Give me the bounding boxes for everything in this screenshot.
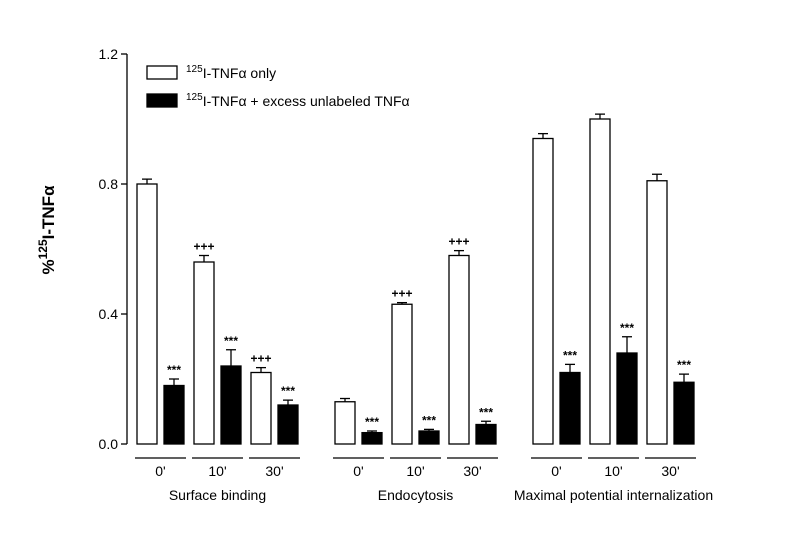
y-tick-label: 1.2 [99, 46, 119, 62]
y-tick-label: 0.8 [99, 176, 119, 192]
bar-open [193, 261, 215, 445]
legend: 125I-TNFα only 125I-TNFα + excess unlabel… [146, 64, 410, 109]
bar-open [250, 371, 272, 445]
timepoint-label: 30' [265, 463, 283, 479]
y-axis: 0.0 0.4 0.8 1.2 [99, 46, 128, 452]
bar-open [391, 303, 413, 445]
legend-swatch-open [146, 65, 178, 80]
bar-filled [673, 381, 695, 445]
bar-open [646, 180, 668, 445]
legend-swatch-filled [146, 93, 178, 108]
timepoint-label: 0' [551, 463, 561, 479]
significance-marker: +++ [448, 235, 469, 249]
bar-filled [559, 371, 581, 445]
significance-marker: *** [365, 415, 379, 429]
bar-filled [163, 384, 185, 445]
significance-marker: *** [167, 363, 181, 377]
bar-open [589, 118, 611, 445]
timepoint-label: 30' [463, 463, 481, 479]
group-label: Endocytosis [378, 487, 453, 503]
bar-open [334, 401, 356, 445]
significance-marker: *** [563, 348, 577, 362]
bar-filled [277, 404, 299, 445]
significance-marker: *** [224, 334, 238, 348]
significance-marker: +++ [193, 240, 214, 254]
significance-marker: *** [620, 321, 634, 335]
legend-entry-label: 125I-TNFα + excess unlabeled TNFα [186, 92, 410, 109]
bars: *** +++ *** +++ *** *** +++ *** +++ *** *** *** *** [136, 113, 695, 445]
timepoint-label: 30' [661, 463, 679, 479]
bar-filled [220, 365, 242, 445]
y-axis-label: %125I-TNFα [36, 185, 58, 275]
bar-open [448, 254, 470, 445]
significance-marker: +++ [391, 287, 412, 301]
bar-filled [418, 430, 440, 445]
timepoint-label: 10' [604, 463, 622, 479]
timepoint-label: 0' [353, 463, 363, 479]
significance-marker: +++ [250, 352, 271, 366]
group-label: Maximal potential internalization [514, 487, 713, 503]
legend-entry-label: 125I-TNFα only [186, 64, 276, 81]
y-tick-label: 0.0 [99, 436, 119, 452]
timepoint-label: 0' [155, 463, 165, 479]
timepoint-label: 10' [406, 463, 424, 479]
timepoint-label: 10' [208, 463, 226, 479]
bar-open [532, 137, 554, 445]
significance-marker: *** [479, 405, 493, 419]
bar-open [136, 183, 158, 445]
bar-filled [475, 423, 497, 445]
group-label: Surface binding [169, 487, 266, 503]
bar-filled [361, 431, 383, 445]
significance-marker: *** [422, 413, 436, 427]
significance-marker: *** [677, 358, 691, 372]
significance-marker: *** [281, 384, 295, 398]
y-tick-label: 0.4 [99, 306, 119, 322]
bar-filled [616, 352, 638, 445]
